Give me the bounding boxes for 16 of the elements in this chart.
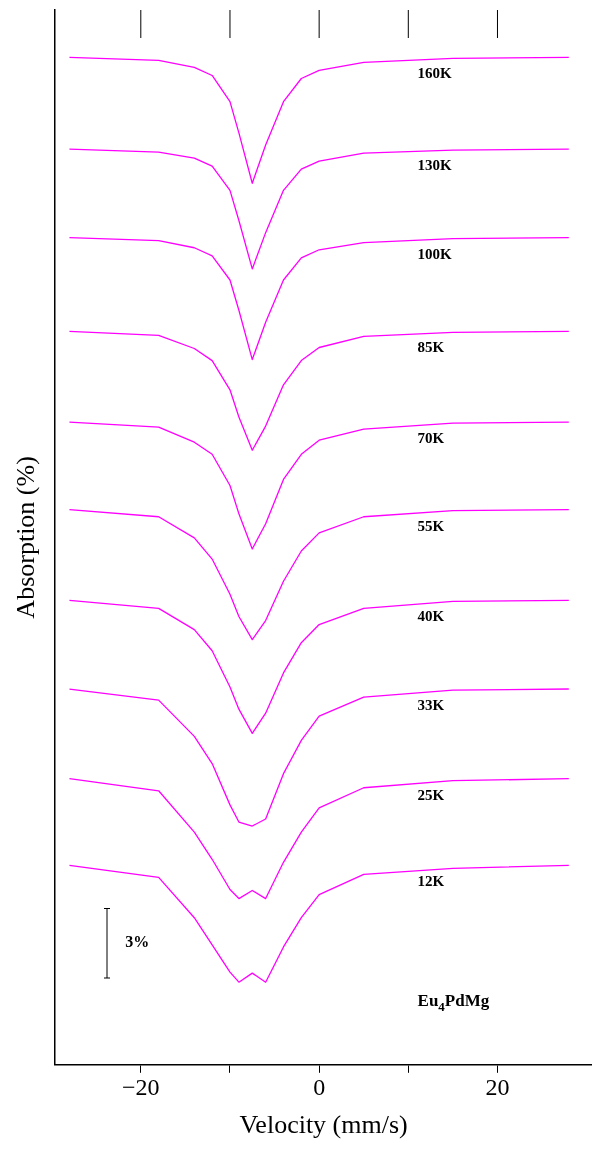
series-label: 70K — [417, 429, 445, 446]
series-label: 130K — [417, 156, 453, 173]
series-label: 85K — [417, 339, 445, 356]
x-tick-label: −20 — [122, 1074, 160, 1101]
series-label: 40K — [417, 608, 445, 625]
series-label: 33K — [417, 696, 445, 713]
series-label: 100K — [417, 245, 453, 262]
series-label: 55K — [417, 517, 445, 534]
x-axis-title: Velocity (mm/s) — [239, 1110, 408, 1140]
x-tick-label: 0 — [313, 1074, 326, 1101]
annotation: 3% — [125, 932, 150, 950]
series-label: 160K — [417, 65, 453, 82]
series-label: 25K — [417, 786, 445, 803]
series-label: 12K — [417, 873, 445, 890]
y-axis-title: Absorption (%) — [11, 456, 41, 619]
x-tick-label: 20 — [485, 1074, 510, 1101]
